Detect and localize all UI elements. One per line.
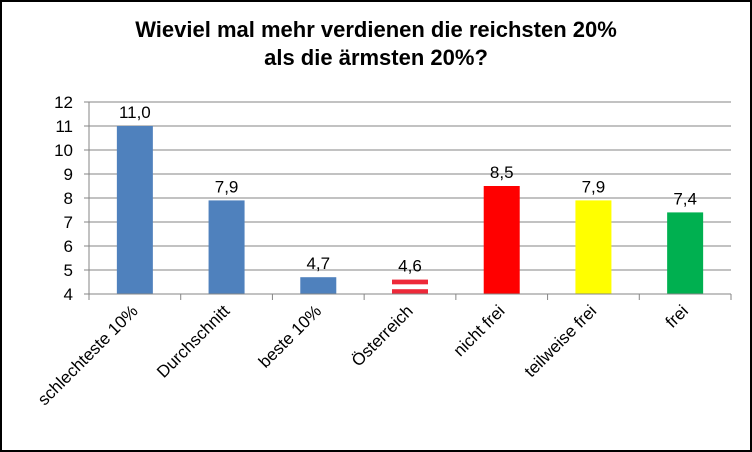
flag-stripe-white bbox=[392, 284, 428, 290]
chart-title-line-2: als die ärmsten 20%? bbox=[264, 45, 488, 70]
x-tick-label: frei bbox=[662, 301, 692, 331]
bar bbox=[208, 200, 245, 294]
x-tick-label: beste 10% bbox=[255, 301, 325, 371]
y-tick-label: 6 bbox=[64, 237, 73, 256]
x-tick-label: Österreich bbox=[348, 301, 417, 370]
bars bbox=[116, 126, 704, 294]
y-tick-label: 12 bbox=[54, 93, 73, 112]
bar bbox=[116, 126, 153, 294]
flag-stripe-red-top bbox=[392, 279, 428, 285]
y-tick-label: 5 bbox=[64, 261, 73, 280]
chart-title: Wieviel mal mehr verdienen die reichsten… bbox=[2, 16, 750, 72]
bar bbox=[667, 212, 704, 294]
x-tick-label: Durchschnitt bbox=[153, 301, 233, 381]
flag-stripe-red-bottom bbox=[392, 289, 428, 294]
x-axis: schlechteste 10% Durchschnitt beste 10% Öst… bbox=[34, 293, 732, 409]
gridlines bbox=[89, 101, 731, 271]
y-tick-label: 7 bbox=[64, 213, 73, 232]
data-label: 7,4 bbox=[673, 189, 697, 208]
bar bbox=[575, 200, 612, 294]
bar-osterreich-flag bbox=[392, 279, 428, 294]
data-label: 4,6 bbox=[398, 257, 422, 276]
data-label: 7,9 bbox=[215, 177, 239, 196]
data-label: 4,7 bbox=[306, 254, 330, 273]
data-label: 7,9 bbox=[582, 177, 606, 196]
y-tick-label: 9 bbox=[64, 165, 73, 184]
y-tick-label: 10 bbox=[54, 141, 73, 160]
bar bbox=[300, 277, 337, 294]
y-tick-label: 8 bbox=[64, 189, 73, 208]
x-tick-label: nicht frei bbox=[450, 301, 509, 360]
chart-title-line-1: Wieviel mal mehr verdienen die reichsten… bbox=[135, 17, 617, 42]
x-tick-label: teilweise frei bbox=[521, 301, 601, 381]
x-tick-label: schlechteste 10% bbox=[34, 301, 142, 409]
bar bbox=[483, 186, 520, 294]
data-label: 8,5 bbox=[490, 163, 514, 182]
y-axis: 4 5 6 7 8 9 10 11 12 bbox=[54, 93, 90, 304]
y-tick-label: 11 bbox=[55, 117, 73, 136]
y-tick-label: 4 bbox=[64, 285, 73, 304]
data-label: 11,0 bbox=[119, 103, 151, 122]
data-labels: 11,0 7,9 4,7 4,6 8,5 7,9 7,4 bbox=[119, 103, 697, 276]
